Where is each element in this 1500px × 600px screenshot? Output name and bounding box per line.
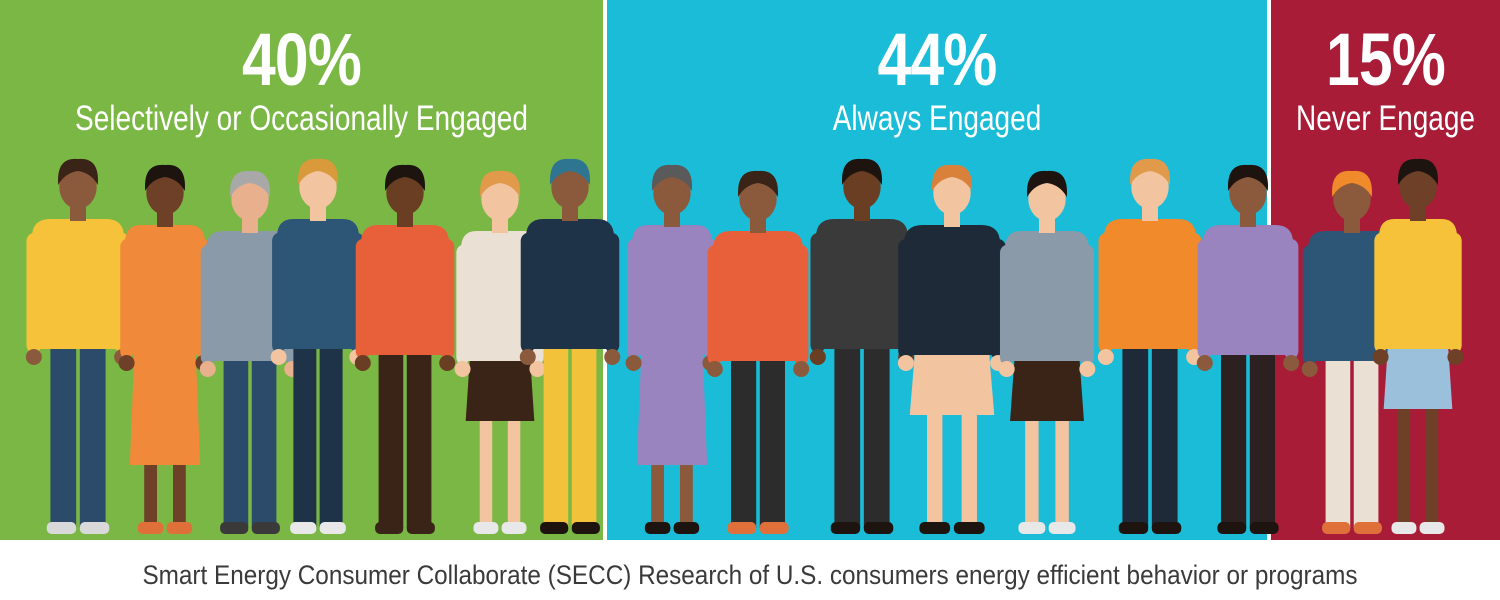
percent-label: 40% [241, 18, 362, 101]
segment-selectively-engaged: 40% Selectively or Occasionally Engaged [0, 0, 603, 540]
percent-label: 15% [1325, 18, 1446, 101]
source-caption: Smart Energy Consumer Collaborate (SECC)… [142, 560, 1358, 590]
segment-always-engaged: 44% Always Engaged [607, 0, 1267, 540]
segment-never-engage: 15% Never Engage [1271, 0, 1500, 540]
category-label: Never Engage [1295, 99, 1475, 138]
category-label: Selectively or Occasionally Engaged [75, 99, 528, 138]
percent-label: 44% [877, 18, 997, 101]
category-label: Always Engaged [832, 99, 1042, 138]
